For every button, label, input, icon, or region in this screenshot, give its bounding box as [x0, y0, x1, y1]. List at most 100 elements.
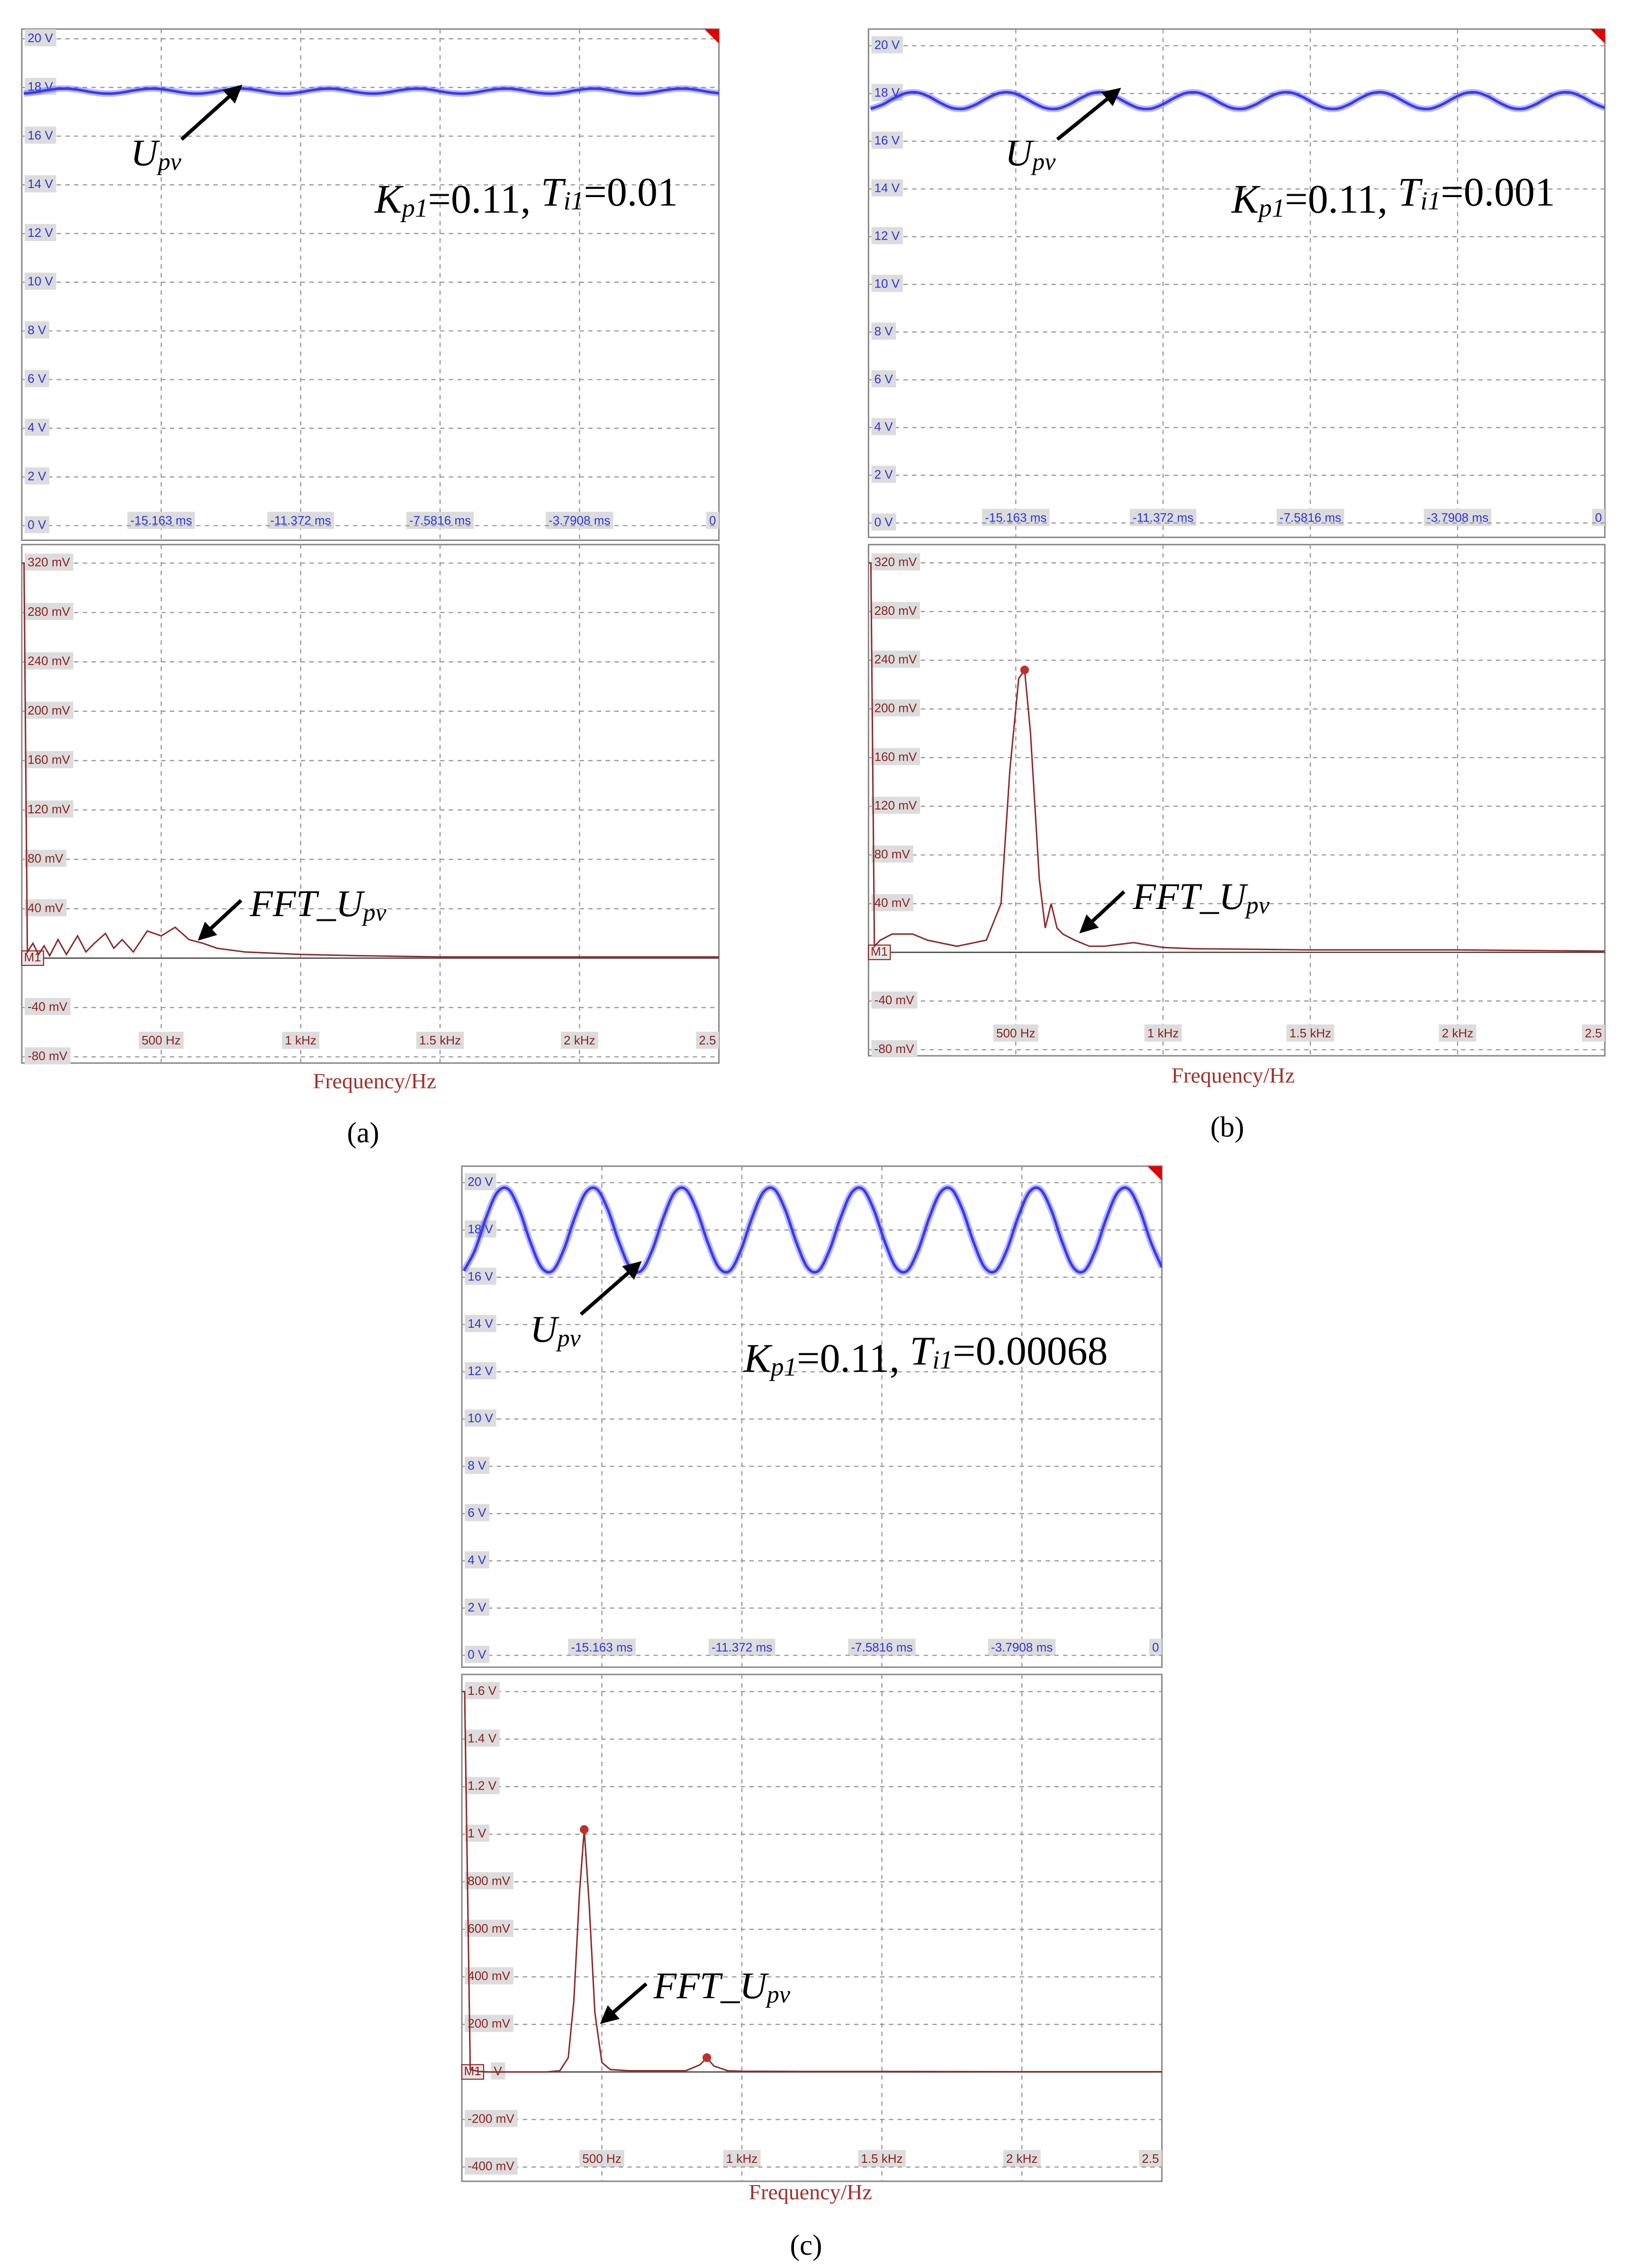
y-tick-label: 16 V — [468, 1269, 493, 1283]
tick-label-bg — [568, 1638, 636, 1656]
param-text: =0.11, — [797, 1336, 910, 1381]
tick-label-bg — [871, 796, 920, 814]
y-tick-label: 8 V — [874, 324, 893, 338]
tick-label-bg — [560, 1032, 598, 1049]
tick-label-bg — [465, 1777, 500, 1794]
tick-label-bg — [1582, 1024, 1605, 1042]
y-tick-label: 800 mV — [468, 1873, 510, 1888]
y-tick-label: 4 V — [27, 420, 46, 434]
tick-label-bg — [25, 126, 56, 144]
tick-label-bg — [491, 2062, 505, 2080]
arrow — [198, 899, 243, 941]
tick-label-bg — [871, 553, 920, 571]
y-tick-label: 40 mV — [874, 896, 910, 910]
annotation: Upv — [1005, 132, 1056, 175]
tick-label-bg — [465, 1825, 490, 1842]
param-sub: i1 — [1420, 186, 1441, 215]
tick-label-bg — [25, 652, 73, 670]
marker-box — [461, 2064, 485, 2080]
tick-label-bg — [871, 1040, 918, 1058]
param-text: =0.01 — [584, 170, 678, 215]
tick-label-bg — [465, 1967, 514, 1985]
tick-label-bg — [465, 1598, 490, 1616]
tick-label-bg — [25, 418, 50, 436]
x-tick-label: 1 kHz — [726, 2151, 758, 2166]
tick-label-bg — [465, 1682, 500, 1700]
x-tick-label: 1.5 kHz — [419, 1033, 461, 1047]
tick-label-bg — [871, 227, 903, 244]
y-tick-label: 0 V — [874, 515, 893, 529]
arrow — [180, 84, 243, 141]
annotation-sub: pv — [361, 899, 387, 926]
x-tick-label: 0 — [1595, 510, 1602, 524]
tick-label-bg — [871, 370, 896, 387]
annotation-symbol: FFT_U — [1132, 876, 1248, 918]
axis-label: Frequency/Hz — [749, 2180, 872, 2204]
param-sub: p1 — [769, 1352, 797, 1381]
x-tick-label: 1 kHz — [285, 1033, 316, 1047]
panel-caption: (c) — [790, 2229, 822, 2261]
plot-area — [21, 544, 720, 1064]
annotation-sub: pv — [1030, 148, 1056, 175]
param-symbol: K — [374, 177, 404, 222]
trace — [462, 1186, 1162, 1274]
trace — [461, 1691, 1162, 2073]
tick-label-bg — [871, 602, 920, 619]
tick-label-bg — [871, 748, 920, 765]
param-sub: i1 — [564, 186, 584, 215]
tick-label-bg — [871, 275, 903, 292]
param-text: =0.00068 — [953, 1328, 1108, 1373]
param-sub: p1 — [400, 193, 428, 222]
tick-label-bg — [416, 1032, 464, 1049]
tick-label-bg — [1139, 2150, 1162, 2167]
annotation: FFT_Upv — [653, 1965, 791, 2008]
x-tick-label: 0 — [1152, 1640, 1159, 1655]
x-tick-label: -3.7908 ms — [991, 1640, 1053, 1655]
y-tick-label: 1 V — [468, 1826, 487, 1840]
tick-label-bg — [465, 1362, 496, 1379]
y-tick-label: 6 V — [27, 371, 46, 386]
arrow — [600, 1982, 648, 2024]
y-tick-label: 40 mV — [27, 900, 63, 915]
tick-label-bg — [465, 2110, 518, 2127]
param-symbol: K — [1231, 177, 1261, 222]
arrow — [1079, 890, 1126, 934]
parameters: Kp1=0.11, Ti1=0.01 — [374, 170, 678, 223]
marker-label: M1 — [871, 944, 888, 958]
tick-label-bg — [25, 224, 56, 241]
tick-label-bg — [25, 1047, 71, 1065]
panel-caption: (a) — [347, 1117, 379, 1149]
annotation-symbol: FFT_U — [249, 883, 365, 925]
tick-label-bg — [579, 2150, 624, 2167]
y-tick-label: 120 mV — [874, 798, 917, 812]
y-tick-label: 8 V — [468, 1458, 487, 1472]
tick-label-bg — [282, 1032, 320, 1049]
tick-label-bg — [25, 899, 67, 917]
plot-area — [461, 1165, 1163, 1668]
tick-label-bg — [848, 1638, 916, 1656]
tick-label-bg — [871, 991, 918, 1009]
annotation: FFT_Upv — [249, 883, 387, 926]
param-sub: p1 — [1257, 193, 1285, 222]
x-tick-label: 1.5 kHz — [1289, 1026, 1331, 1040]
y-tick-label: 120 mV — [27, 802, 70, 816]
x-tick-label: -7.5816 ms — [1280, 510, 1341, 524]
x-tick-label: 2.5 — [699, 1033, 716, 1047]
y-tick-label: 14 V — [468, 1316, 493, 1331]
y-tick-label: 2 V — [468, 1600, 487, 1614]
x-tick-label: 0 — [709, 513, 716, 528]
tick-label-bg — [25, 751, 73, 768]
y-tick-label: 320 mV — [27, 555, 70, 569]
annotation-sub: pv — [1244, 892, 1270, 919]
tick-label-bg — [871, 322, 896, 340]
tick-label-bg — [25, 702, 73, 719]
plot-area — [461, 1674, 1163, 2182]
tick-label-bg — [465, 1872, 514, 1890]
trace — [21, 562, 719, 958]
y-tick-label: 8 V — [27, 323, 46, 337]
x-tick-label: -11.372 ms — [712, 1640, 772, 1655]
annotation-symbol: U — [131, 132, 160, 174]
y-tick-label: 16 V — [874, 133, 900, 147]
y-tick-label: 280 mV — [874, 603, 917, 618]
tick-label-bg — [465, 2157, 518, 2175]
